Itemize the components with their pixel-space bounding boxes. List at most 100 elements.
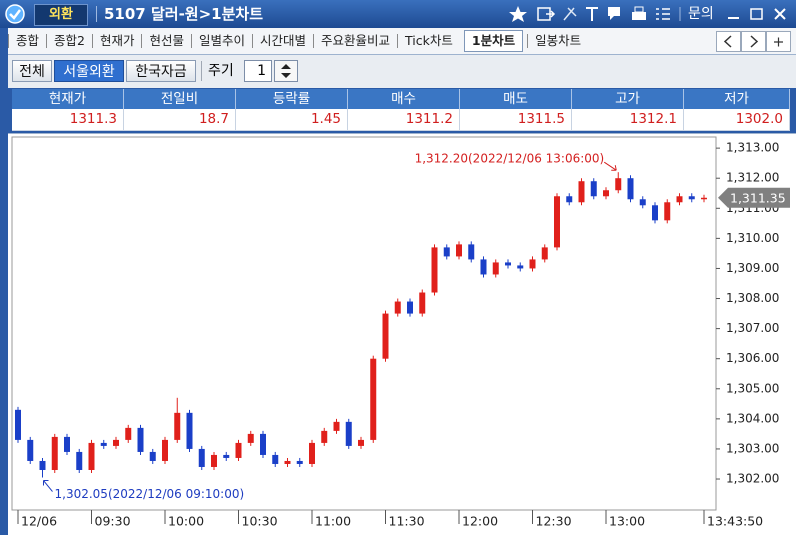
candle-body [615, 178, 622, 191]
x-tick-label: 13:43:50 [707, 514, 763, 529]
candle-body [125, 427, 132, 440]
tab[interactable]: 현재가 [91, 34, 142, 48]
tab[interactable]: 일별추이 [191, 34, 252, 48]
candle-body [676, 196, 683, 203]
table-header: 전일비 [124, 89, 236, 109]
window-controls[interactable] [726, 4, 792, 24]
tab[interactable]: Tick차트 [397, 34, 460, 48]
y-tick-label: 1,306.00 [726, 351, 779, 365]
candle-body [701, 197, 707, 200]
candle-body [321, 430, 328, 443]
candle-body [88, 442, 95, 470]
tab[interactable]: 종합 [8, 34, 46, 48]
x-tick-label: 13:00 [609, 514, 645, 529]
candle-body [431, 247, 438, 293]
candle-body [590, 181, 597, 197]
candle-body [407, 301, 413, 314]
window-title: 5107 달러-원>1분차트 [104, 5, 264, 23]
x-tick-label: 11:30 [389, 514, 425, 529]
period-label: 주기 [208, 63, 234, 79]
candle-body [554, 196, 560, 248]
market-button[interactable]: 한국자금 [126, 60, 196, 82]
table-cell: 1311.2 [348, 109, 460, 131]
separator [201, 61, 202, 81]
chart-panel [8, 133, 796, 535]
x-tick-label: 10:00 [168, 514, 204, 529]
candle-body [247, 433, 254, 443]
x-tick-label: 10:30 [242, 514, 278, 529]
table-header: 등락률 [236, 89, 348, 109]
quote-table: 현재가 전일비 등락률 매수 매도 고가 저가 1311.3 18.7 1.45 1311.2 131… [12, 89, 790, 131]
annotation-arrow [603, 161, 617, 171]
x-tick-label: 09:30 [95, 514, 131, 529]
candle-body [333, 421, 340, 431]
candle-body [688, 196, 695, 200]
toolbar: 주기 1 전체 서울외환 한국자금 [8, 55, 796, 88]
y-tick-label: 1,308.00 [726, 291, 779, 305]
candle-body [652, 205, 658, 221]
x-tick-label: 11:00 [315, 514, 351, 529]
table-cell: 1311.3 [12, 109, 124, 131]
candle-body [260, 433, 266, 455]
candle-body [480, 259, 487, 275]
title-bar: 외환 5107 달러-원>1분차트 문의 [0, 0, 796, 28]
candle-body [51, 436, 58, 470]
price-tag-label: 1,311.35 [730, 190, 786, 205]
period-spinner[interactable] [274, 60, 298, 82]
table-cell: 1312.1 [572, 109, 684, 131]
y-tick-label: 1,310.00 [726, 231, 779, 245]
table-header: 매도 [460, 89, 572, 109]
plot-frame [11, 136, 717, 511]
table-header: 고가 [572, 89, 684, 109]
candle-body [296, 460, 303, 464]
tab-scroll[interactable] [716, 31, 792, 53]
candle-body [113, 439, 119, 446]
candle-body [517, 265, 524, 269]
toolbar-icons[interactable] [508, 4, 684, 24]
candle-body [443, 247, 450, 257]
tab[interactable]: 시간대별 [252, 34, 313, 48]
candle-body [603, 190, 609, 197]
help-button[interactable]: 문의 [688, 6, 714, 22]
candle-body [27, 439, 34, 461]
candle-body [235, 442, 242, 458]
candle-body [223, 454, 230, 458]
candle-body [529, 259, 536, 269]
table-header: 저가 [684, 89, 790, 109]
candle-body [639, 199, 646, 206]
y-tick-label: 1,305.00 [726, 381, 779, 395]
candle-body [382, 313, 389, 359]
market-button[interactable]: 서울외환 [54, 60, 124, 82]
y-tick-label: 1,302.00 [726, 472, 779, 486]
tab[interactable]: 1분차트 [463, 30, 524, 52]
period-input[interactable]: 1 [244, 60, 272, 82]
candle-body [541, 247, 548, 260]
module-tab[interactable]: 외환 [34, 4, 88, 26]
market-button[interactable]: 전체 [12, 60, 52, 82]
tab[interactable]: 현선물 [141, 34, 191, 48]
price-tag [718, 187, 790, 208]
table-cell: 1.45 [236, 109, 348, 131]
candle-body [566, 196, 573, 203]
candle-body [186, 412, 193, 449]
candle-body [370, 358, 377, 440]
y-tick-label: 1,304.00 [726, 411, 779, 425]
table-header: 현재가 [12, 89, 124, 109]
app-icon [5, 4, 25, 24]
candle-body [468, 244, 475, 260]
candle-body [284, 460, 291, 464]
y-tick-label: 1,309.00 [726, 261, 779, 275]
candle-body [627, 178, 634, 200]
candle-body [664, 202, 671, 221]
table-cell: 1302.0 [684, 109, 790, 131]
tab[interactable]: 일봉차트 [527, 34, 588, 48]
candle-body [578, 181, 585, 203]
tab[interactable]: 종합2 [46, 34, 92, 48]
x-tick-label: 12/06 [21, 514, 57, 529]
candle-body [39, 460, 46, 470]
candle-body [309, 442, 315, 464]
tab[interactable]: 주요환율비교 [313, 34, 397, 48]
separator [96, 6, 97, 22]
